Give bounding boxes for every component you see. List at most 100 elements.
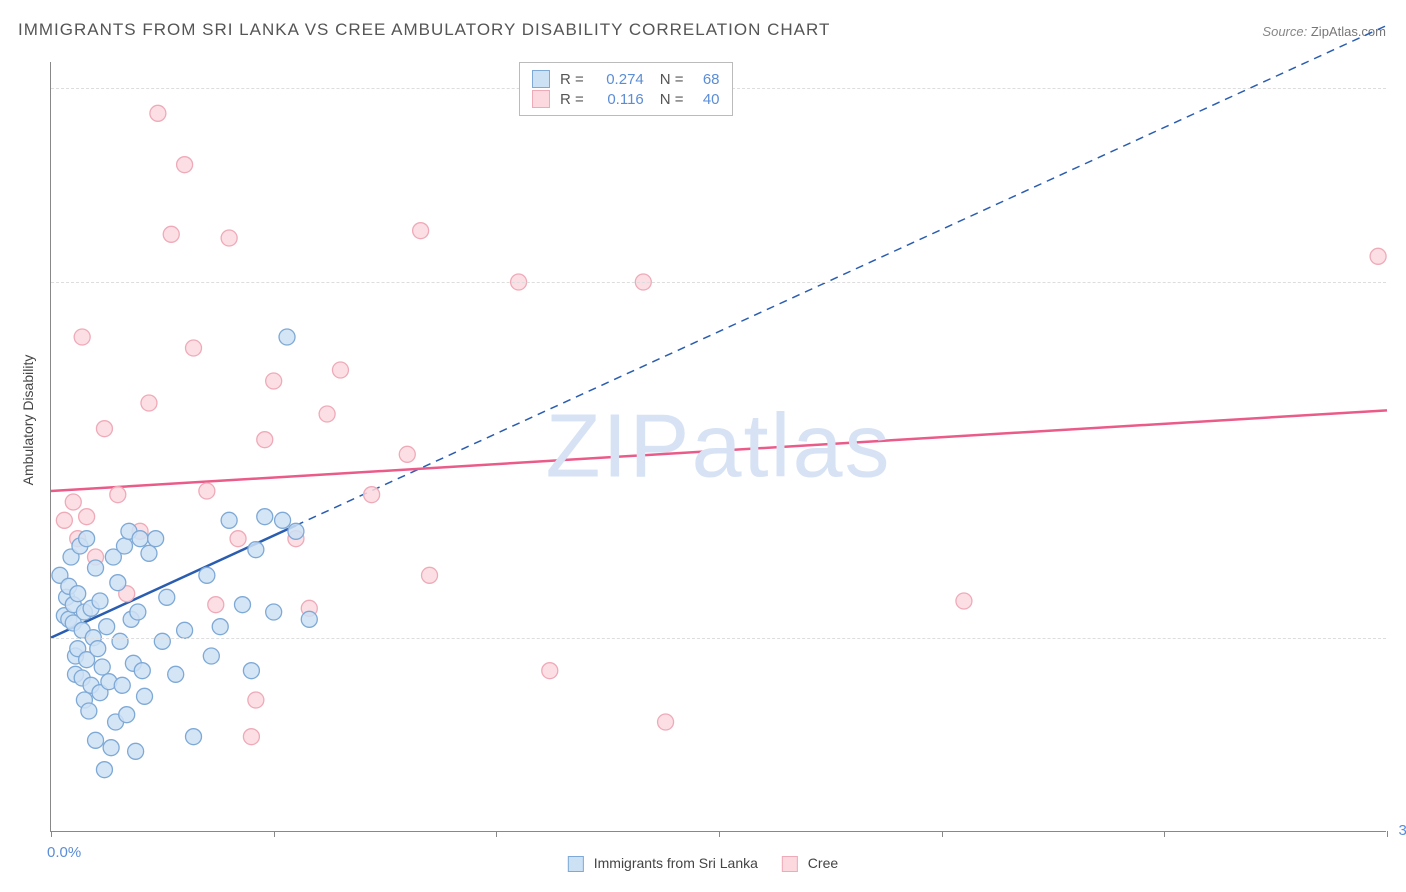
data-point-series-a: [275, 512, 291, 528]
swatch-series-b-icon: [532, 90, 550, 108]
n-value-a: 68: [684, 71, 720, 88]
data-point-series-b: [422, 567, 438, 583]
data-point-series-b: [413, 223, 429, 239]
legend-item-b: Cree: [782, 855, 838, 872]
source-value: ZipAtlas.com: [1311, 24, 1386, 39]
swatch-series-a-icon: [568, 856, 584, 872]
data-point-series-b: [319, 406, 335, 422]
series-a-name: Immigrants from Sri Lanka: [594, 855, 758, 871]
x-tick-label: 0.0%: [47, 844, 81, 861]
data-point-series-a: [301, 611, 317, 627]
data-point-series-a: [159, 589, 175, 605]
series-legend: Immigrants from Sri Lanka Cree: [568, 855, 838, 872]
data-point-series-b: [542, 663, 558, 679]
data-point-series-b: [163, 226, 179, 242]
data-point-series-b: [141, 395, 157, 411]
x-tick: [1164, 831, 1165, 837]
n-label: N =: [660, 71, 684, 88]
data-point-series-a: [279, 329, 295, 345]
data-point-series-a: [248, 542, 264, 558]
x-tick: [51, 831, 52, 837]
y-tick-label: 15.0%: [1396, 274, 1406, 291]
data-point-series-a: [212, 619, 228, 635]
data-point-series-a: [141, 545, 157, 561]
data-point-series-b: [150, 105, 166, 121]
data-point-series-a: [114, 677, 130, 693]
data-point-series-a: [243, 663, 259, 679]
data-point-series-a: [94, 659, 110, 675]
data-point-series-a: [110, 575, 126, 591]
y-axis-label: Ambulatory Disability: [20, 355, 36, 486]
x-tick: [1387, 831, 1388, 837]
correlation-legend: R = 0.274 N = 68 R = 0.116 N = 40: [519, 62, 733, 116]
data-point-series-b: [177, 157, 193, 173]
data-point-series-b: [96, 421, 112, 437]
chart-title: IMMIGRANTS FROM SRI LANKA VS CREE AMBULA…: [18, 20, 830, 40]
data-point-series-a: [177, 622, 193, 638]
r-label: R =: [560, 71, 584, 88]
data-point-series-a: [148, 531, 164, 547]
data-point-series-b: [658, 714, 674, 730]
data-point-series-b: [1370, 248, 1386, 264]
swatch-series-a-icon: [532, 70, 550, 88]
data-point-series-b: [74, 329, 90, 345]
swatch-series-b-icon: [782, 856, 798, 872]
legend-row-series-b: R = 0.116 N = 40: [532, 89, 720, 109]
data-point-series-b: [364, 487, 380, 503]
data-point-series-a: [199, 567, 215, 583]
trend-line-dashed-series-a: [296, 25, 1387, 525]
data-point-series-a: [128, 743, 144, 759]
legend-item-a: Immigrants from Sri Lanka: [568, 855, 758, 872]
data-point-series-a: [70, 586, 86, 602]
data-point-series-b: [221, 230, 237, 246]
n-label: N =: [660, 91, 684, 108]
gridline: [51, 282, 1386, 283]
data-point-series-b: [266, 373, 282, 389]
data-point-series-b: [199, 483, 215, 499]
x-tick: [942, 831, 943, 837]
data-point-series-a: [88, 732, 104, 748]
data-point-series-a: [130, 604, 146, 620]
data-point-series-b: [208, 597, 224, 613]
data-point-series-a: [168, 666, 184, 682]
data-point-series-a: [79, 531, 95, 547]
data-point-series-a: [81, 703, 97, 719]
data-point-series-a: [288, 523, 304, 539]
data-point-series-a: [154, 633, 170, 649]
data-point-series-a: [116, 538, 132, 554]
data-point-series-b: [248, 692, 264, 708]
r-value-a: 0.274: [584, 71, 644, 88]
legend-row-series-a: R = 0.274 N = 68: [532, 69, 720, 89]
data-point-series-b: [332, 362, 348, 378]
x-tick: [719, 831, 720, 837]
data-point-series-a: [96, 762, 112, 778]
series-b-name: Cree: [808, 855, 838, 871]
y-tick-label: 5.0%: [1396, 629, 1406, 646]
data-point-series-a: [137, 688, 153, 704]
data-point-series-a: [90, 641, 106, 657]
x-tick: [496, 831, 497, 837]
y-tick-label: 10.0%: [1396, 457, 1406, 474]
data-point-series-a: [88, 560, 104, 576]
n-value-b: 40: [684, 91, 720, 108]
data-point-series-a: [132, 531, 148, 547]
data-point-series-a: [99, 619, 115, 635]
source-label: Source:: [1262, 24, 1307, 39]
data-point-series-b: [257, 432, 273, 448]
data-point-series-b: [186, 340, 202, 356]
data-point-series-a: [203, 648, 219, 664]
data-point-series-b: [399, 446, 415, 462]
data-point-series-a: [103, 740, 119, 756]
x-tick: [274, 831, 275, 837]
data-point-series-b: [65, 494, 81, 510]
r-value-b: 0.116: [584, 91, 644, 108]
data-point-series-b: [956, 593, 972, 609]
data-point-series-a: [257, 509, 273, 525]
data-point-series-a: [186, 729, 202, 745]
data-point-series-b: [230, 531, 246, 547]
data-point-series-a: [221, 512, 237, 528]
scatter-plot: [51, 62, 1386, 831]
data-point-series-b: [79, 509, 95, 525]
data-point-series-a: [112, 633, 128, 649]
trend-line-series-b: [51, 410, 1387, 491]
